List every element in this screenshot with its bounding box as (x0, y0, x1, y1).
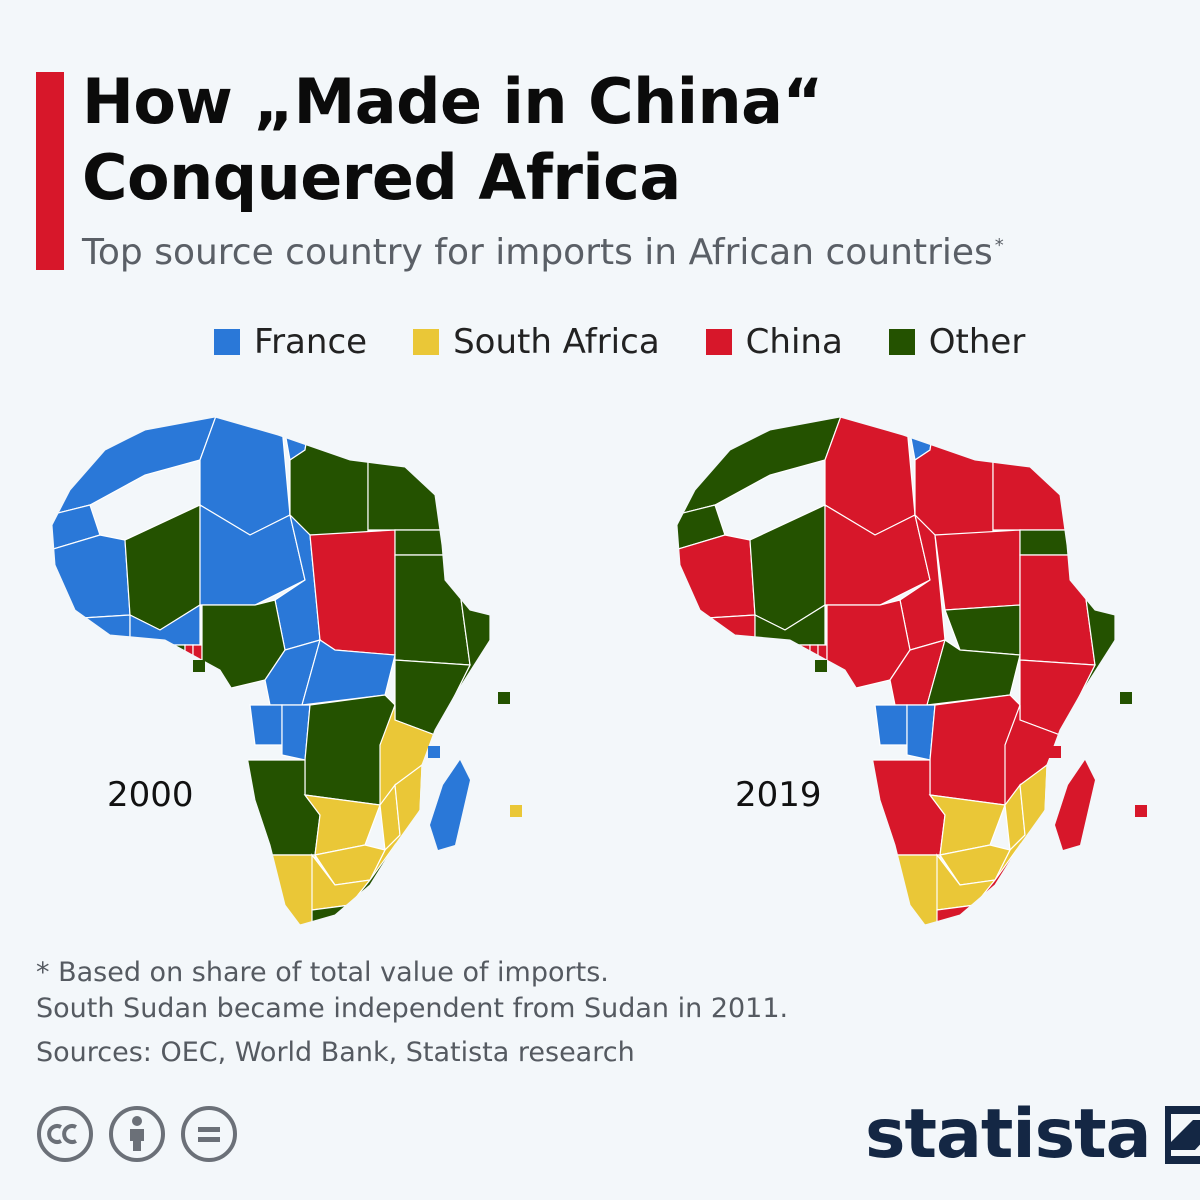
island-seychelles (498, 692, 510, 704)
region-namibia (869, 854, 941, 925)
island-comoros (1049, 746, 1061, 758)
region-togo (184, 644, 194, 696)
year-label-2000: 2000 (107, 775, 194, 815)
region-ghana (789, 644, 811, 696)
brand-name: statista (865, 1095, 1152, 1174)
legend-item-other: Other (888, 322, 1026, 362)
legend-label-other: Other (928, 322, 1026, 362)
island-sao-tome (815, 660, 827, 672)
island-comoros (428, 746, 440, 758)
region-libya (289, 417, 369, 536)
year-label-2019: 2019 (735, 775, 822, 815)
region-cote-divoire (124, 644, 166, 696)
region-ghana (164, 644, 186, 696)
region-egypt (367, 417, 490, 531)
region-central-african-republic (301, 639, 396, 706)
region-senegal (677, 614, 756, 646)
legend-item-south-africa: South Africa (413, 322, 660, 362)
accent-bar (36, 72, 64, 270)
legend-item-china: China (705, 322, 843, 362)
region-morocco (677, 417, 846, 516)
legend-swatch-france (214, 329, 240, 355)
footnote-line-2: South Sudan became independent from Suda… (36, 993, 789, 1024)
subtitle-text: Top source country for imports in Africa… (82, 232, 993, 273)
footnote-line-1: * Based on share of total value of impor… (36, 957, 609, 988)
island-madagascar (430, 760, 470, 850)
statista-logo[interactable]: statista (865, 1095, 1200, 1174)
license-icons (36, 1105, 238, 1163)
subtitle: Top source country for imports in Africa… (82, 232, 1004, 273)
region-senegal (52, 614, 131, 646)
region-egypt (992, 417, 1115, 531)
attribution-icon[interactable] (108, 1105, 166, 1163)
island-seychelles (1120, 692, 1132, 704)
maps-canvas (51, 416, 1147, 926)
region-central-african-republic (926, 639, 1021, 706)
no-derivatives-icon[interactable] (180, 1105, 238, 1163)
cc-icon[interactable] (36, 1105, 94, 1163)
sources-line: Sources: OEC, World Bank, Statista resea… (36, 1037, 635, 1068)
region-guinea (677, 644, 756, 696)
island-madagascar (1055, 760, 1095, 850)
island-mauritius (510, 805, 522, 817)
legend-label-china: China (745, 322, 843, 362)
region-mauritania (677, 534, 756, 621)
region-lesotho (349, 909, 369, 924)
legend-swatch-china (705, 329, 732, 355)
title-line-1: How „Made in China“ (82, 65, 823, 138)
legend-swatch-south-africa (413, 329, 440, 355)
legend-item-france: France (214, 322, 367, 362)
region-sudan (309, 529, 396, 656)
region-ethiopia (394, 554, 471, 666)
region-namibia (244, 854, 316, 925)
region-ethiopia (1019, 554, 1096, 666)
island-mauritius (1135, 805, 1147, 817)
legend: France South Africa China Other (214, 322, 1025, 362)
region-sudan (934, 529, 1021, 611)
page-title: How „Made in China“ Conquered Africa (82, 64, 823, 216)
island-sao-tome (193, 660, 205, 672)
region-cote-divoire (749, 644, 791, 696)
region-morocco (52, 417, 221, 516)
map-2000 (51, 416, 522, 926)
map-2019 (676, 416, 1147, 926)
region-gabon (874, 704, 908, 746)
footnotes: * Based on share of total value of impor… (36, 955, 788, 1071)
region-lesotho (974, 909, 994, 924)
subtitle-footnote-mark: * (994, 235, 1004, 256)
statista-logo-icon (1164, 1105, 1200, 1164)
legend-label-south-africa: South Africa (453, 322, 660, 362)
region-mali (124, 504, 201, 631)
region-mali (749, 504, 826, 631)
region-guinea (52, 644, 131, 696)
title-line-2: Conquered Africa (82, 141, 681, 214)
legend-swatch-other (888, 329, 915, 355)
region-gabon (249, 704, 283, 746)
legend-label-france: France (254, 322, 368, 362)
region-mauritania (52, 534, 131, 621)
region-libya (914, 417, 994, 536)
